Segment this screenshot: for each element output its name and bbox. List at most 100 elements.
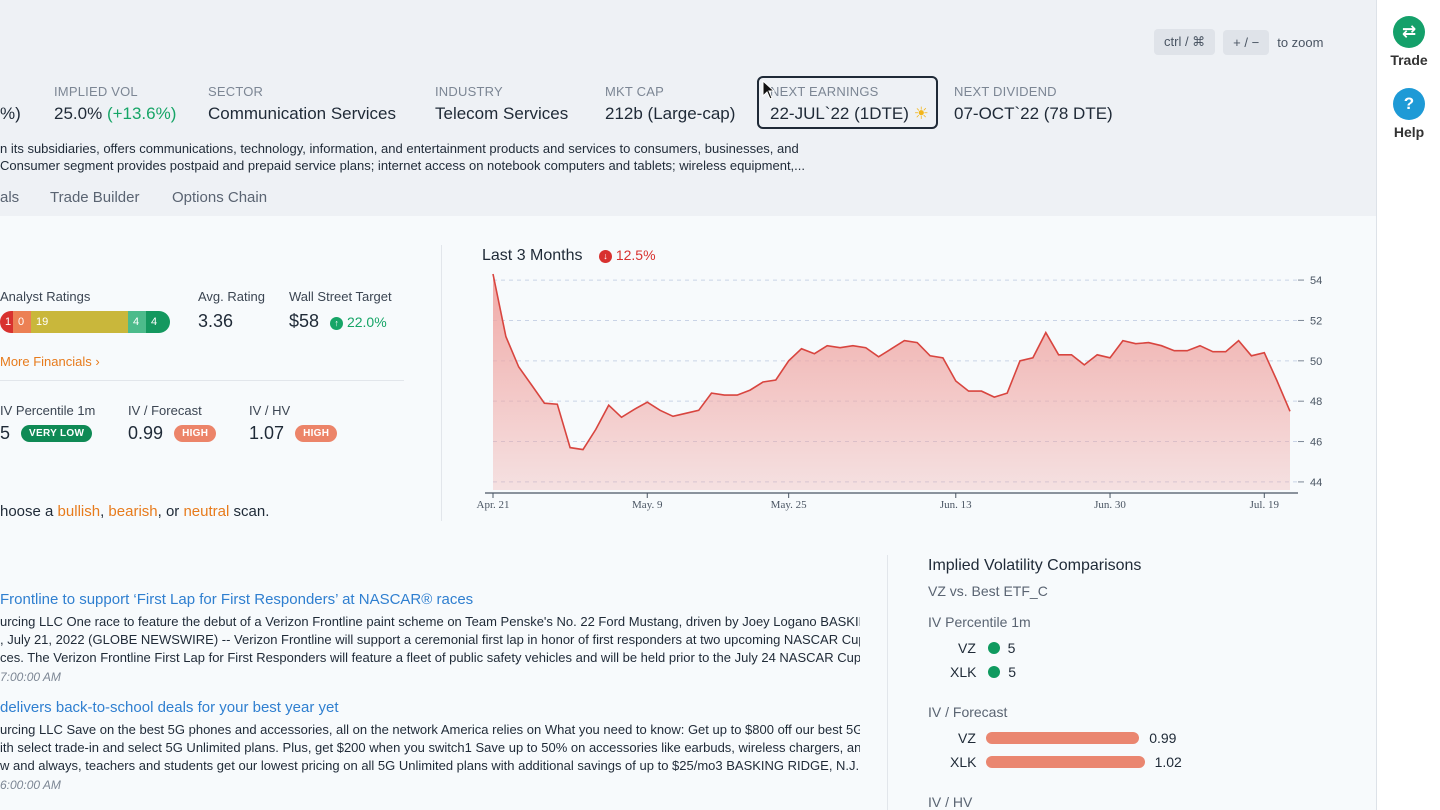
- ivc-forecast-bar-xlk: [986, 756, 1145, 768]
- news-body-2-line-2: ith select trade-in and select 5G Unlimi…: [0, 740, 860, 755]
- y-tick-label: 52: [1310, 315, 1322, 327]
- y-tick-label: 54: [1310, 275, 1322, 287]
- tab-options-chain[interactable]: Options Chain: [172, 189, 268, 206]
- rating-sell: 0: [13, 311, 31, 333]
- ivc-pct-row-xlk: XLK 5: [950, 664, 1016, 680]
- stat-sector-value: Communication Services: [208, 104, 397, 123]
- news-body-1-line-3: ces. The Verizon Frontline First Lap for…: [0, 650, 860, 665]
- chart-change: 12.5%: [615, 247, 656, 263]
- stat-next-earnings[interactable]: NEXT EARNINGS 22-JUL`22 (1DTE) ☀: [770, 84, 929, 124]
- ivc-forecast-sym-vz: VZ: [958, 730, 976, 746]
- iv-percentile-value: 5: [0, 423, 11, 443]
- scan-prefix: hoose a: [0, 503, 58, 520]
- scan-prompt: hoose a bullish, bearish, or neutral sca…: [0, 503, 269, 520]
- news-body-1-line-1: urcing LLC One race to feature the debut…: [0, 614, 860, 629]
- avg-rating-label: Avg. Rating: [198, 289, 265, 304]
- news-body-1-line-2: , July 21, 2022 (GLOBE NEWSWIRE) -- Veri…: [0, 632, 860, 647]
- stat-next-dividend-label: NEXT DIVIDEND: [954, 84, 1057, 99]
- column-divider-lower: [887, 555, 888, 810]
- stat-industry: INDUSTRY Telecom Services: [435, 84, 568, 124]
- y-tick-label: 44: [1310, 477, 1322, 489]
- stat-sector: SECTOR Communication Services: [208, 84, 396, 124]
- price-chart[interactable]: 54 52 50 48 46 44 Apr. 21 May. 9 May. 25 Jun. 13 J…: [470, 262, 1350, 522]
- column-divider: [441, 245, 442, 521]
- ivc-pct-val-xlk: 5: [1008, 664, 1017, 680]
- zoom-hint-text: to zoom: [1277, 34, 1324, 50]
- section-divider: [0, 380, 404, 381]
- x-tick-label: May. 9: [632, 499, 663, 511]
- x-tick-label: Jun. 13: [940, 499, 972, 511]
- help-label: Help: [1393, 124, 1425, 140]
- stat-next-dividend-value: 07-OCT`22 (78 DTE): [954, 104, 1113, 123]
- iv-percentile-label: IV Percentile 1m: [0, 403, 96, 418]
- iv-forecast: 0.99 HIGH: [128, 423, 217, 444]
- ivc-pct-val-vz: 5: [1007, 640, 1016, 656]
- rating-strong-sell: 1: [0, 311, 13, 333]
- stat-mkt-cap: MKT CAP 212b (Large-cap): [605, 84, 735, 124]
- ivc-pct-sym-vz: VZ: [958, 640, 976, 656]
- sun-icon: ☀: [913, 104, 929, 123]
- rating-strong-buy: 4: [146, 311, 170, 333]
- wall-street-target-value: $58: [289, 311, 320, 331]
- stat-industry-value: Telecom Services: [435, 104, 569, 123]
- iv-forecast-badge: HIGH: [174, 425, 217, 442]
- stat-next-earnings-label: NEXT EARNINGS: [770, 84, 879, 99]
- right-rail: ⇄ Trade ? Help: [1376, 0, 1440, 810]
- stat-implied-vol: IMPLIED VOL 25.0% (+13.6%): [54, 84, 176, 124]
- tab-partial[interactable]: als: [0, 189, 20, 206]
- neutral-scan-link[interactable]: neutral: [183, 503, 230, 520]
- news-body-1: urcing LLC One race to feature the debut…: [0, 613, 860, 667]
- rating-hold: 19: [31, 311, 128, 333]
- news-time-1: 7:00:00 AM: [0, 670, 61, 684]
- y-tick-label: 46: [1310, 437, 1322, 449]
- scan-sep-1: ,: [100, 503, 109, 520]
- trade-button[interactable]: ⇄ Trade: [1377, 16, 1440, 68]
- stat-sector-label: SECTOR: [208, 84, 264, 99]
- stat-mkt-cap-label: MKT CAP: [605, 84, 664, 99]
- scan-sep-2: , or: [157, 503, 184, 520]
- swap-arrows-icon: ⇄: [1393, 16, 1425, 48]
- description-line-1: n its subsidiaries, offers communication…: [0, 141, 799, 156]
- price-area: [493, 274, 1290, 490]
- iv-hv-value: 1.07: [249, 423, 285, 443]
- stat-next-dividend: NEXT DIVIDEND 07-OCT`22 (78 DTE): [954, 84, 1113, 124]
- stat-partial-value: %): [0, 104, 21, 123]
- description-line-2: Consumer segment provides postpaid and p…: [0, 158, 806, 173]
- tab-trade-builder[interactable]: Trade Builder: [50, 189, 140, 206]
- help-button[interactable]: ? Help: [1377, 88, 1440, 140]
- ivc-forecast-val-xlk: 1.02: [1154, 754, 1182, 770]
- news-body-2: urcing LLC Save on the best 5G phones an…: [0, 721, 860, 775]
- x-tick-label: Jul. 19: [1250, 499, 1280, 511]
- ivc-pct-row-vz: VZ 5: [958, 640, 1015, 656]
- ivc-title: Implied Volatility Comparisons: [928, 557, 1142, 574]
- arrow-down-circle-icon: ↓: [598, 250, 612, 263]
- ivc-pct-sym-xlk: XLK: [950, 664, 977, 680]
- y-tick-label: 50: [1310, 356, 1322, 368]
- news-time-2: 6:00:00 AM: [0, 778, 61, 792]
- news-title-1[interactable]: Frontline to support ‘First Lap for Firs…: [0, 591, 474, 608]
- iv-forecast-label: IV / Forecast: [128, 403, 202, 418]
- bearish-scan-link[interactable]: bearish: [108, 503, 158, 520]
- ivc-forecast-bar-vz: [986, 732, 1140, 744]
- x-tick-label: Jun. 30: [1094, 499, 1126, 511]
- trade-label: Trade: [1390, 52, 1428, 68]
- next-earnings-highlight[interactable]: [757, 76, 938, 129]
- stat-partial: %): [0, 84, 21, 124]
- zoom-key-modifier: ctrl / ⌘: [1154, 29, 1216, 55]
- status-dot-icon: [988, 666, 1001, 678]
- stat-implied-vol-label: IMPLIED VOL: [54, 84, 138, 99]
- wall-street-target-change: 22.0%: [346, 314, 387, 330]
- scan-suffix: scan.: [229, 503, 270, 520]
- news-body-2-line-1: urcing LLC Save on the best 5G phones an…: [0, 722, 860, 737]
- ivc-subtitle: VZ vs. Best ETF_C: [928, 583, 1048, 599]
- rating-buy: 4: [128, 311, 146, 333]
- x-tick-label: May. 25: [771, 499, 807, 511]
- iv-hv-label: IV / HV: [249, 403, 291, 418]
- bullish-scan-link[interactable]: bullish: [57, 503, 101, 520]
- more-financials-link[interactable]: More Financials ›: [0, 354, 100, 369]
- stat-next-earnings-value: 22-JUL`22 (1DTE): [770, 104, 909, 123]
- iv-forecast-value: 0.99: [128, 423, 164, 443]
- news-title-2[interactable]: delivers back-to-school deals for your b…: [0, 699, 339, 716]
- iv-percentile-badge: VERY LOW: [21, 425, 93, 442]
- zoom-hint: ctrl / ⌘ + / − to zoom: [1154, 29, 1323, 55]
